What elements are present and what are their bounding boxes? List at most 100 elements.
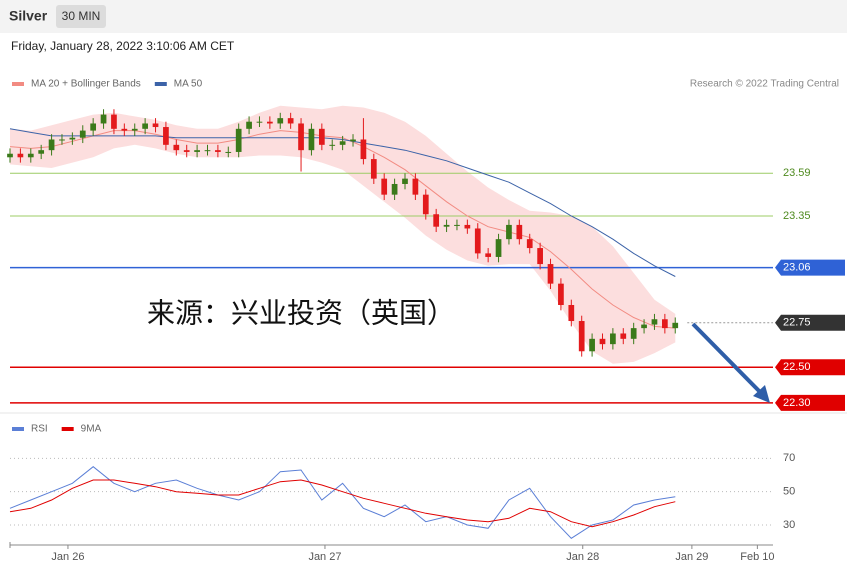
candle-body (360, 139, 367, 160)
candle-body (474, 228, 481, 254)
credit: Research © 2022 Trading Central (690, 79, 839, 90)
candle-body (610, 333, 616, 345)
instrument-title: Silver (9, 8, 48, 24)
y-tick-label: 70 (783, 452, 795, 464)
candle-body (578, 321, 585, 352)
legend-swatch (12, 82, 24, 86)
x-tick-label: Jan 28 (566, 551, 599, 563)
candle-body (422, 194, 429, 215)
candle-body (318, 128, 325, 145)
candle-body (48, 139, 55, 151)
candle-body (526, 239, 533, 249)
candle-body (267, 121, 273, 124)
timeframe-label[interactable]: 30 MIN (62, 9, 101, 23)
level-tag (775, 314, 845, 331)
y-tick-label: 50 (783, 486, 795, 498)
candle-body (547, 264, 554, 284)
watermark: 来源：兴业投资（英国） (147, 297, 455, 328)
candle-body (17, 153, 24, 158)
x-tick-label: Jan 26 (51, 551, 84, 563)
candle-body (599, 338, 606, 345)
forecast-arrow-head (753, 385, 770, 403)
candle-body (183, 150, 190, 152)
candle-body (111, 114, 117, 129)
candle-body (370, 159, 377, 179)
candle-body (568, 305, 575, 322)
bollinger-band (10, 105, 676, 364)
candle-body (308, 128, 315, 151)
candle-body (339, 141, 346, 145)
candle-body (495, 239, 502, 257)
legend-label: MA 20 + Bollinger Bands (31, 79, 141, 90)
candle-body (558, 283, 564, 305)
level-label: 22.50 (783, 361, 811, 373)
candle-body (412, 178, 419, 195)
candle-body (651, 319, 658, 325)
level-label: 22.75 (783, 317, 811, 329)
forecast-arrow (691, 322, 764, 396)
candle-body (464, 224, 471, 229)
indicator-line (9, 479, 676, 528)
candle-body (173, 144, 180, 151)
legend-swatch (12, 427, 24, 431)
candle-body (79, 130, 86, 138)
candle-body (485, 253, 492, 257)
candle-body (90, 123, 97, 131)
candle-body (131, 128, 138, 131)
candle-body (391, 183, 398, 195)
top-bar (0, 0, 847, 33)
level-tag (775, 259, 845, 276)
x-tick-label: Jan 27 (308, 551, 341, 563)
candle-body (516, 224, 523, 240)
candle-body (215, 150, 221, 152)
candle-body (506, 224, 512, 240)
candle-body (69, 137, 76, 140)
level-label: 23.06 (783, 262, 811, 274)
candle-body (329, 144, 336, 146)
candle-body (277, 118, 284, 124)
candle-body (454, 224, 460, 226)
level-label: 23.35 (783, 210, 811, 222)
level-tag (775, 359, 845, 376)
candle-body (672, 322, 679, 329)
timeframe-badge[interactable] (56, 5, 106, 28)
legend-swatch (154, 82, 167, 86)
legend-label: MA 50 (174, 79, 203, 90)
candle-body (256, 121, 263, 123)
candle-body (589, 338, 595, 352)
candle-body (350, 139, 356, 142)
candle-body (121, 128, 128, 131)
date: Friday, January 28, 2022 3:10:06 AM CET (11, 39, 235, 53)
candle-body (235, 128, 242, 152)
candle-body (402, 178, 408, 184)
candle-body (443, 224, 450, 227)
candle-body (142, 123, 148, 129)
level-label: 23.59 (783, 167, 811, 179)
candle-body (100, 114, 107, 124)
legend-swatch (61, 427, 74, 431)
candle-body (620, 333, 627, 339)
x-tick-label: Feb 10 (740, 551, 774, 563)
candle-body (661, 319, 668, 329)
indicator-line (9, 466, 676, 539)
candle-body (641, 324, 647, 329)
candle-body (59, 139, 65, 141)
candle-body (433, 214, 440, 227)
y-tick-label: 30 (783, 519, 795, 531)
legend-label: 9MA (81, 424, 102, 435)
candle-body (287, 118, 294, 124)
candle-body (27, 153, 34, 158)
candle-body (194, 150, 200, 152)
candle-body (38, 150, 45, 154)
candle-body (246, 121, 252, 129)
candle-body (163, 127, 169, 145)
candle-body (381, 178, 388, 195)
candle-body (204, 150, 211, 152)
candle-body (225, 151, 232, 153)
level-label: 22.30 (783, 397, 811, 409)
candle-body (630, 328, 637, 339)
candle-body (298, 123, 304, 151)
level-tag (775, 394, 845, 411)
